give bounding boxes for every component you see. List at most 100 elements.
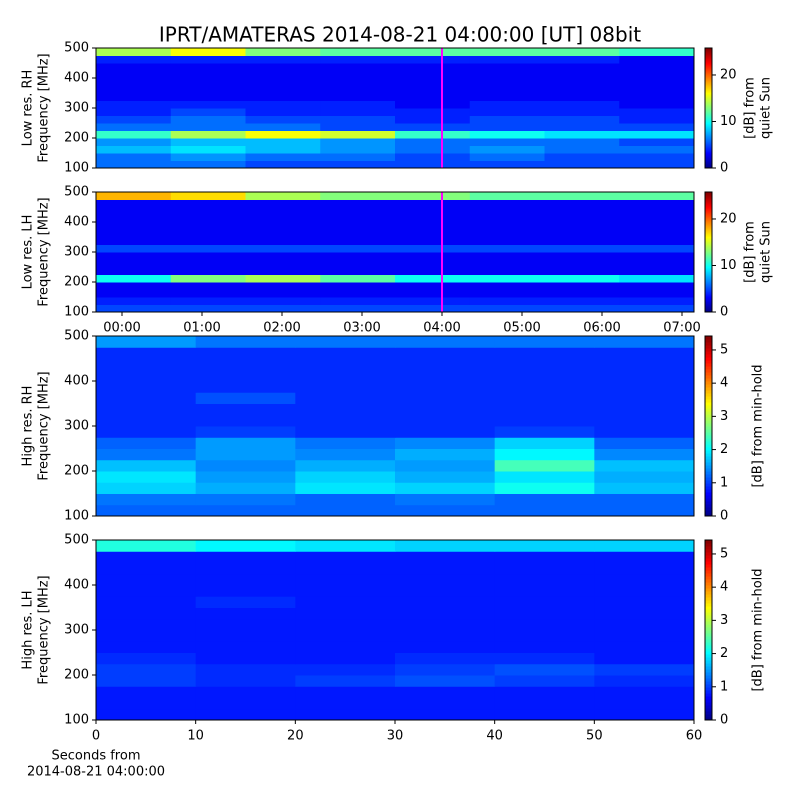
heatmap-cell [170,244,246,253]
colorbar-step [705,94,712,97]
colorbar-step [705,351,712,355]
heatmap-cell [544,289,620,298]
heatmap-cell [195,347,296,359]
heatmap-cell [494,471,595,483]
colorbar-step [705,286,712,289]
colorbar-step [705,106,712,109]
colorbar-step [705,543,712,547]
heatmap-cell [544,222,620,230]
heatmap-cell [170,160,246,169]
colorbar-step [705,68,712,71]
heatmap-cell [544,78,620,86]
x-tick-label: 30 [387,729,404,744]
heatmap-cell [170,274,246,283]
heatmap-cell [494,573,595,586]
heatmap-cell [96,347,197,359]
colorbar-step [705,696,712,700]
colorbar-step [705,226,712,229]
heatmap-cell [395,237,471,245]
heatmap-cell [469,297,545,305]
heatmap-cell [395,663,496,676]
heatmap-cell [594,482,695,494]
colorbar-step [705,390,712,394]
heatmap-cell [96,358,197,371]
heatmap-cell [544,252,620,260]
colorbar-step [705,381,712,385]
heatmap-cell [295,697,396,710]
heatmap-cell [320,282,396,290]
heatmap-cell [594,504,695,517]
colorbar-step [705,236,712,239]
colorbar-frame [704,335,713,517]
heatmap-cell [469,267,545,275]
heatmap-cell [469,214,545,223]
heatmap-cell [96,55,172,64]
heatmap-cell [594,369,695,382]
heatmap-cell [170,85,246,94]
heatmap-cell [320,48,396,56]
heatmap-cell [594,493,695,506]
heatmap-cell [395,540,496,552]
heatmap-cell [619,145,695,154]
colorbar-step [705,456,712,460]
x-tick-label: 50 [586,729,603,744]
heatmap-cell [295,708,396,721]
heatmap-cell [170,55,246,64]
heatmap-cell [619,214,695,223]
heatmap-cell [395,392,496,404]
heatmap-cell [96,85,172,94]
colorbar-step [705,504,712,508]
colorbar-step [705,228,712,231]
colorbar-label: [dB] from [743,221,758,283]
heatmap-cell [395,482,496,494]
heatmap-cell [320,237,396,245]
colorbar-step [705,339,712,343]
colorbar-step [705,510,712,514]
heatmap-cell [494,493,595,506]
heatmap-cell [395,259,471,268]
heatmap-cell [594,675,695,687]
heatmap-cell [170,138,246,146]
heatmap-cell [170,123,246,131]
heatmap-cell [245,123,321,131]
heatmap-cell [96,414,197,427]
heatmap-cell [245,304,321,313]
colorbar-step [705,152,712,155]
heatmap-cell [96,199,172,208]
colorbar-step [705,690,712,694]
heatmap-cell [494,437,595,449]
heatmap-cell [320,160,396,169]
y-axis-label: Low res. LH [21,215,36,290]
heatmap-cell [619,93,695,101]
heatmap-cell [295,493,396,506]
heatmap-cell [195,686,296,698]
heatmap-cell [245,259,321,268]
heatmap-cell [619,78,695,86]
heatmap-cell [195,630,296,642]
colorbar-frame [704,539,713,721]
heatmap-cell [395,282,471,290]
colorbar-step [705,254,712,257]
heatmap-cell [245,115,321,124]
heatmap-cell [295,381,396,393]
colorbar-step [705,591,712,595]
x-tick-label: 00:00 [103,321,140,336]
heatmap-cell [494,347,595,359]
colorbar-step [705,666,712,670]
y-tick-label: 100 [64,509,89,524]
heatmap-cell [395,437,496,449]
colorbar-step [705,549,712,553]
heatmap-cell [619,63,695,71]
heatmap-cell [469,78,545,86]
heatmap-cell [619,160,695,169]
heatmap-cell [295,369,396,382]
heatmap-cell [320,199,396,208]
heatmap-cell [295,573,396,586]
colorbar-step [705,378,712,382]
colorbar-step [705,714,712,718]
heatmap-cell [594,448,695,461]
heatmap-cell [295,618,396,631]
heatmap-cell [395,607,496,620]
colorbar-tick-label: 0 [720,713,728,728]
colorbar-step [705,336,712,340]
